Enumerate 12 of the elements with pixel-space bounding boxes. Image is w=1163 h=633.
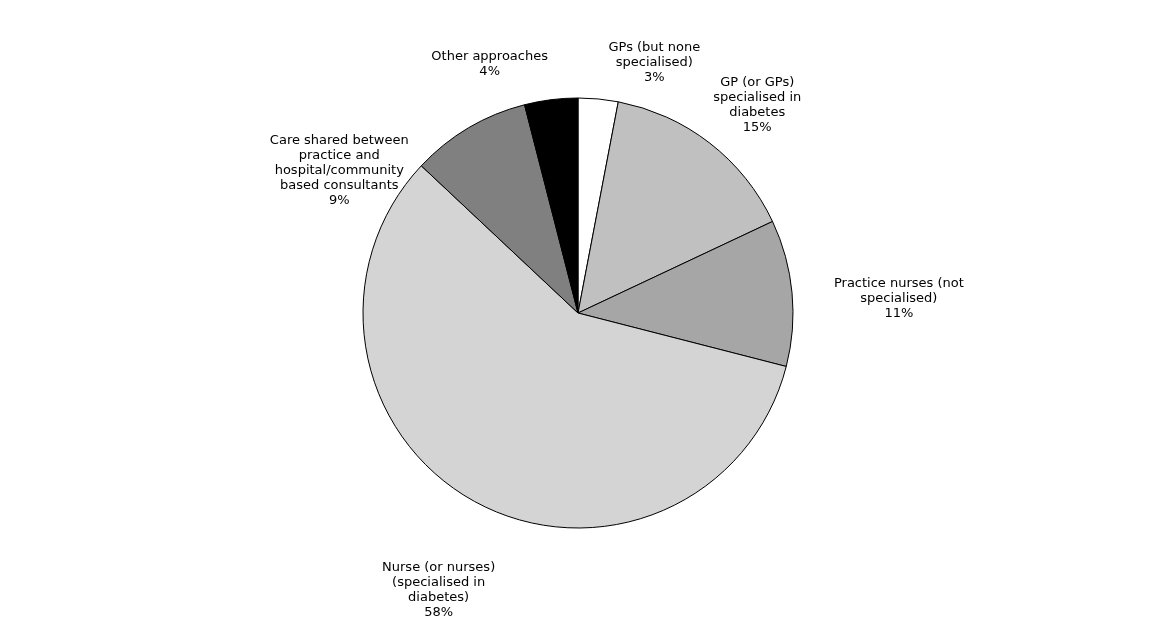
data-label: 4% xyxy=(479,63,500,79)
data-label: 11% xyxy=(884,304,914,320)
data-label: 15% xyxy=(742,118,772,134)
slice-label: Care shared between practice and hospital/community based consultants xyxy=(269,131,409,192)
slice-label: GPs (but none specialised) xyxy=(608,38,701,69)
slice-label: Other approaches xyxy=(431,48,549,64)
data-label: 58% xyxy=(424,603,454,619)
data-label: 3% xyxy=(644,68,665,84)
slice-label: Practice nurses (not specialised) xyxy=(833,274,964,305)
slice-label: GP (or GPs) specialised in diabetes xyxy=(713,73,802,119)
slice-label: Nurse (or nurses) (specialised in diabetes) xyxy=(382,558,496,604)
data-label: 9% xyxy=(328,191,350,207)
